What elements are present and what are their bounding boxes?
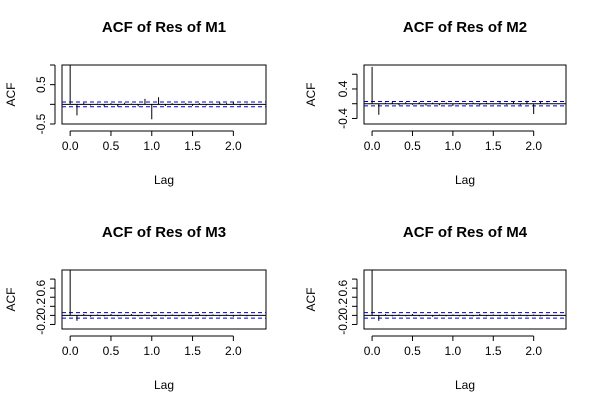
y-axis-label: ACF [4, 288, 18, 312]
marks: 0.0 0.5 1.0 1.5 2.0 -0.20.2 0.6 [34, 270, 266, 358]
y-tick-label: 0.6 [336, 279, 350, 296]
y-tick-label: -0.2 [34, 314, 48, 335]
y-axis-label: ACF [304, 83, 318, 107]
x-tick-label: 1.5 [485, 139, 502, 153]
panel-m2: ACF of Res of M2 Lag ACF 0.0 0.5 1.0 1.5 2.0… [304, 19, 567, 187]
x-axis-label: Lag [455, 378, 475, 392]
x-axis-label: Lag [455, 173, 475, 187]
x-tick-label: 1.0 [445, 344, 462, 358]
x-tick-label: 1.5 [184, 344, 201, 358]
y-tick-label: 0.5 [34, 76, 48, 93]
marks: 0.0 0.5 1.0 1.5 2.0 -0.4 0.4 [336, 66, 566, 153]
x-tick-label: 0.0 [62, 139, 79, 153]
plot-frame [61, 64, 267, 125]
chart-title: ACF of Res of M1 [102, 19, 226, 36]
x-tick-label: 2.0 [225, 344, 242, 358]
x-tick-label: 1.0 [143, 344, 160, 358]
x-tick-label: 2.0 [525, 139, 542, 153]
y-tick-label: -0.5 [34, 113, 48, 134]
y-tick-label: 0.4 [336, 80, 350, 97]
y-tick-label: -0.2 [336, 314, 350, 335]
x-tick-label: 0.0 [364, 344, 381, 358]
marks: 0.0 0.5 1.0 1.5 2.0 -0.5 0.5 [34, 64, 266, 153]
x-tick-label: 0.5 [404, 139, 421, 153]
x-axis-label: Lag [154, 173, 174, 187]
y-tick-label: -0.4 [336, 108, 350, 129]
plot-frame [363, 64, 567, 125]
chart-title: ACF of Res of M3 [102, 224, 226, 241]
chart-title: ACF of Res of M4 [403, 224, 528, 241]
y-tick-label: 0.6 [34, 279, 48, 296]
plot-frame [61, 269, 267, 330]
y-axis-label: ACF [4, 83, 18, 107]
y-tick-label: 0.2 [336, 298, 350, 315]
x-tick-label: 2.0 [225, 139, 242, 153]
x-tick-label: 0.5 [103, 139, 120, 153]
marks: 0.0 0.5 1.0 1.5 2.0 -0.20.2 0.6 [336, 270, 566, 358]
y-tick-label: 0.2 [34, 298, 48, 315]
x-tick-label: 1.0 [445, 139, 462, 153]
x-tick-label: 0.0 [62, 344, 79, 358]
panel-m1: ACF of Res of M1 Lag ACF 0.0 0.5 1.0 1.5 2.0… [4, 19, 267, 187]
panel-m3: ACF of Res of M3 Lag ACF 0.0 0.5 1.0 1.5 2.0… [4, 224, 267, 392]
panel-m4: ACF of Res of M4 Lag ACF 0.0 0.5 1.0 1.5 2.0… [304, 224, 567, 392]
x-tick-label: 0.5 [404, 344, 421, 358]
x-tick-label: 0.0 [364, 139, 381, 153]
x-axis-label: Lag [154, 378, 174, 392]
x-tick-label: 0.5 [103, 344, 120, 358]
x-tick-label: 1.5 [184, 139, 201, 153]
plot-frame [363, 269, 567, 330]
x-tick-label: 2.0 [525, 344, 542, 358]
chart-title: ACF of Res of M2 [403, 19, 527, 36]
y-axis-label: ACF [304, 288, 318, 312]
x-tick-label: 1.0 [143, 139, 160, 153]
x-tick-label: 1.5 [485, 344, 502, 358]
